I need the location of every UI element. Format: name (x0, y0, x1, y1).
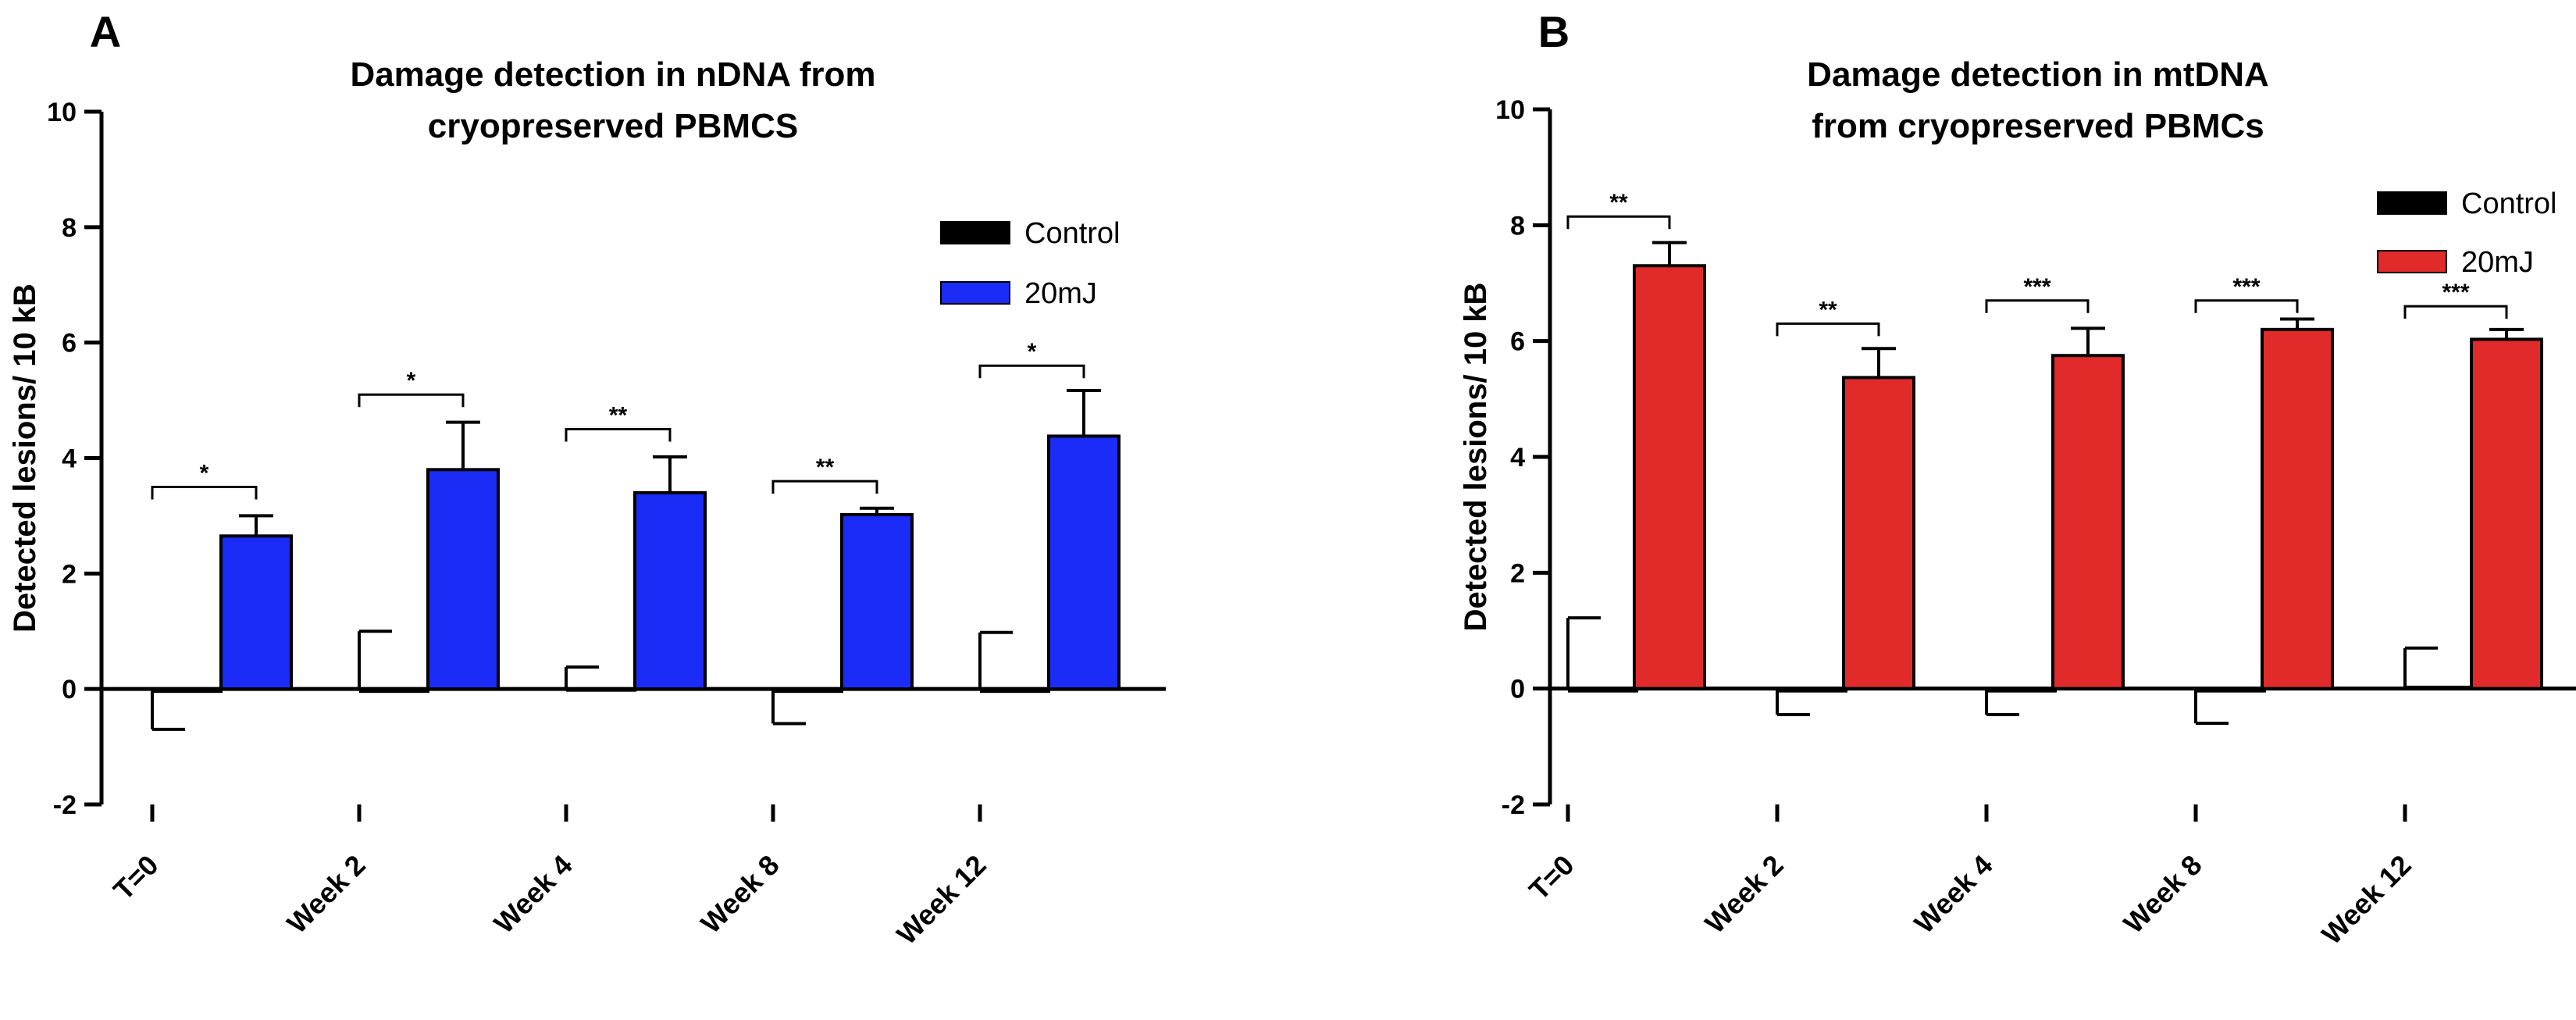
x-tick-label: Week 8 (694, 849, 785, 940)
significance-label: *** (2232, 274, 2260, 300)
x-tick-label: T=0 (107, 849, 165, 907)
bar-20mj (1047, 434, 1121, 691)
y-tick-label: 6 (62, 329, 77, 358)
significance-label: ** (1609, 190, 1628, 216)
x-tick-label: Week 12 (2315, 849, 2417, 950)
legend-swatch (2377, 191, 2447, 215)
legend-label: Control (2461, 187, 2557, 220)
chart-title-line: Damage detection in nDNA from (350, 55, 875, 94)
significance-bracket (1566, 215, 1671, 230)
significance-label: *** (2442, 280, 2469, 305)
legend-swatch (2377, 250, 2447, 273)
bar-20mj (2261, 327, 2334, 690)
chart-title-line: Damage detection in mtDNA (1807, 55, 2269, 94)
significance-bracket (1776, 322, 1880, 337)
significance-bracket (978, 364, 1085, 379)
y-tick-label: -2 (53, 790, 77, 820)
chart-title-line: from cryopreserved PBMCs (1812, 107, 2264, 145)
y-tick-label: 2 (1510, 558, 1525, 588)
bar-20mj (840, 512, 914, 691)
bar-control (1568, 688, 1638, 693)
significance-label: ** (816, 455, 835, 480)
y-tick-label: 10 (1495, 95, 1525, 125)
bar-20mj (1842, 376, 1915, 690)
bar-20mj (2470, 337, 2543, 690)
y-axis-label: Detected lesions/ 10 kB (1459, 283, 1493, 632)
bar-control (773, 689, 843, 694)
x-tick-label: T=0 (1523, 849, 1580, 907)
bar-control (2405, 685, 2475, 690)
y-tick-label: 2 (62, 559, 77, 589)
significance-bracket (358, 393, 465, 408)
bar-20mj (633, 490, 707, 691)
significance-bracket (565, 428, 672, 442)
bar-control (1777, 688, 1847, 693)
bar-control (980, 689, 1050, 694)
panel-letter: A (90, 7, 121, 56)
y-tick-label: 0 (1510, 675, 1525, 704)
legend-swatch (940, 221, 1010, 244)
significance-label: * (200, 460, 209, 486)
bar-20mj (2051, 354, 2125, 690)
x-tick-label: Week 4 (487, 849, 578, 940)
y-tick-label: 8 (1510, 211, 1525, 241)
bar-control (152, 689, 223, 694)
bar-20mj (219, 534, 293, 691)
bar-control (359, 689, 429, 694)
significance-bracket (1985, 299, 2090, 313)
x-tick-label: Week 4 (1908, 849, 1998, 940)
legend-label: 20mJ (1024, 277, 1097, 310)
y-tick-label: 10 (47, 98, 77, 127)
legend-label: Control (1024, 217, 1121, 250)
y-tick-label: 4 (1510, 443, 1525, 473)
x-tick-label: Week 2 (1698, 849, 1789, 940)
y-tick-label: 8 (62, 213, 77, 243)
significance-label: * (407, 368, 416, 394)
significance-label: ** (1819, 297, 1837, 323)
y-tick-label: 6 (1510, 327, 1525, 357)
chart-title-line: cryopreserved PBMCS (428, 107, 798, 145)
legend-label: 20mJ (2461, 246, 2534, 279)
bar-control (566, 687, 636, 692)
significance-bracket (151, 485, 258, 500)
significance-label: ** (609, 403, 628, 429)
significance-bracket (2403, 305, 2508, 319)
x-tick-label: Week 12 (890, 849, 992, 950)
y-tick-label: 0 (62, 675, 77, 704)
chart-panel-b: B Damage detection in mtDNA from cryoprese… (1459, 7, 2576, 950)
bar-20mj (426, 468, 500, 691)
significance-label: * (1028, 339, 1037, 365)
y-tick-label: 4 (62, 444, 77, 474)
bar-control (1986, 688, 2057, 693)
bar-control (2196, 688, 2266, 693)
bar-20mj (1633, 264, 1706, 690)
y-tick-label: -2 (1502, 790, 1525, 820)
x-tick-label: Week 2 (280, 849, 371, 940)
chart-panel-a: A Damage detection in nDNA from cryopreser… (8, 7, 1166, 950)
x-tick-label: Week 8 (2117, 849, 2207, 940)
significance-bracket (771, 480, 878, 494)
panel-letter: B (1538, 7, 1569, 56)
significance-bracket (2194, 299, 2299, 313)
legend-swatch (940, 281, 1010, 305)
y-axis-label: Detected lesions/ 10 kB (8, 284, 42, 633)
significance-label: *** (2023, 274, 2050, 300)
